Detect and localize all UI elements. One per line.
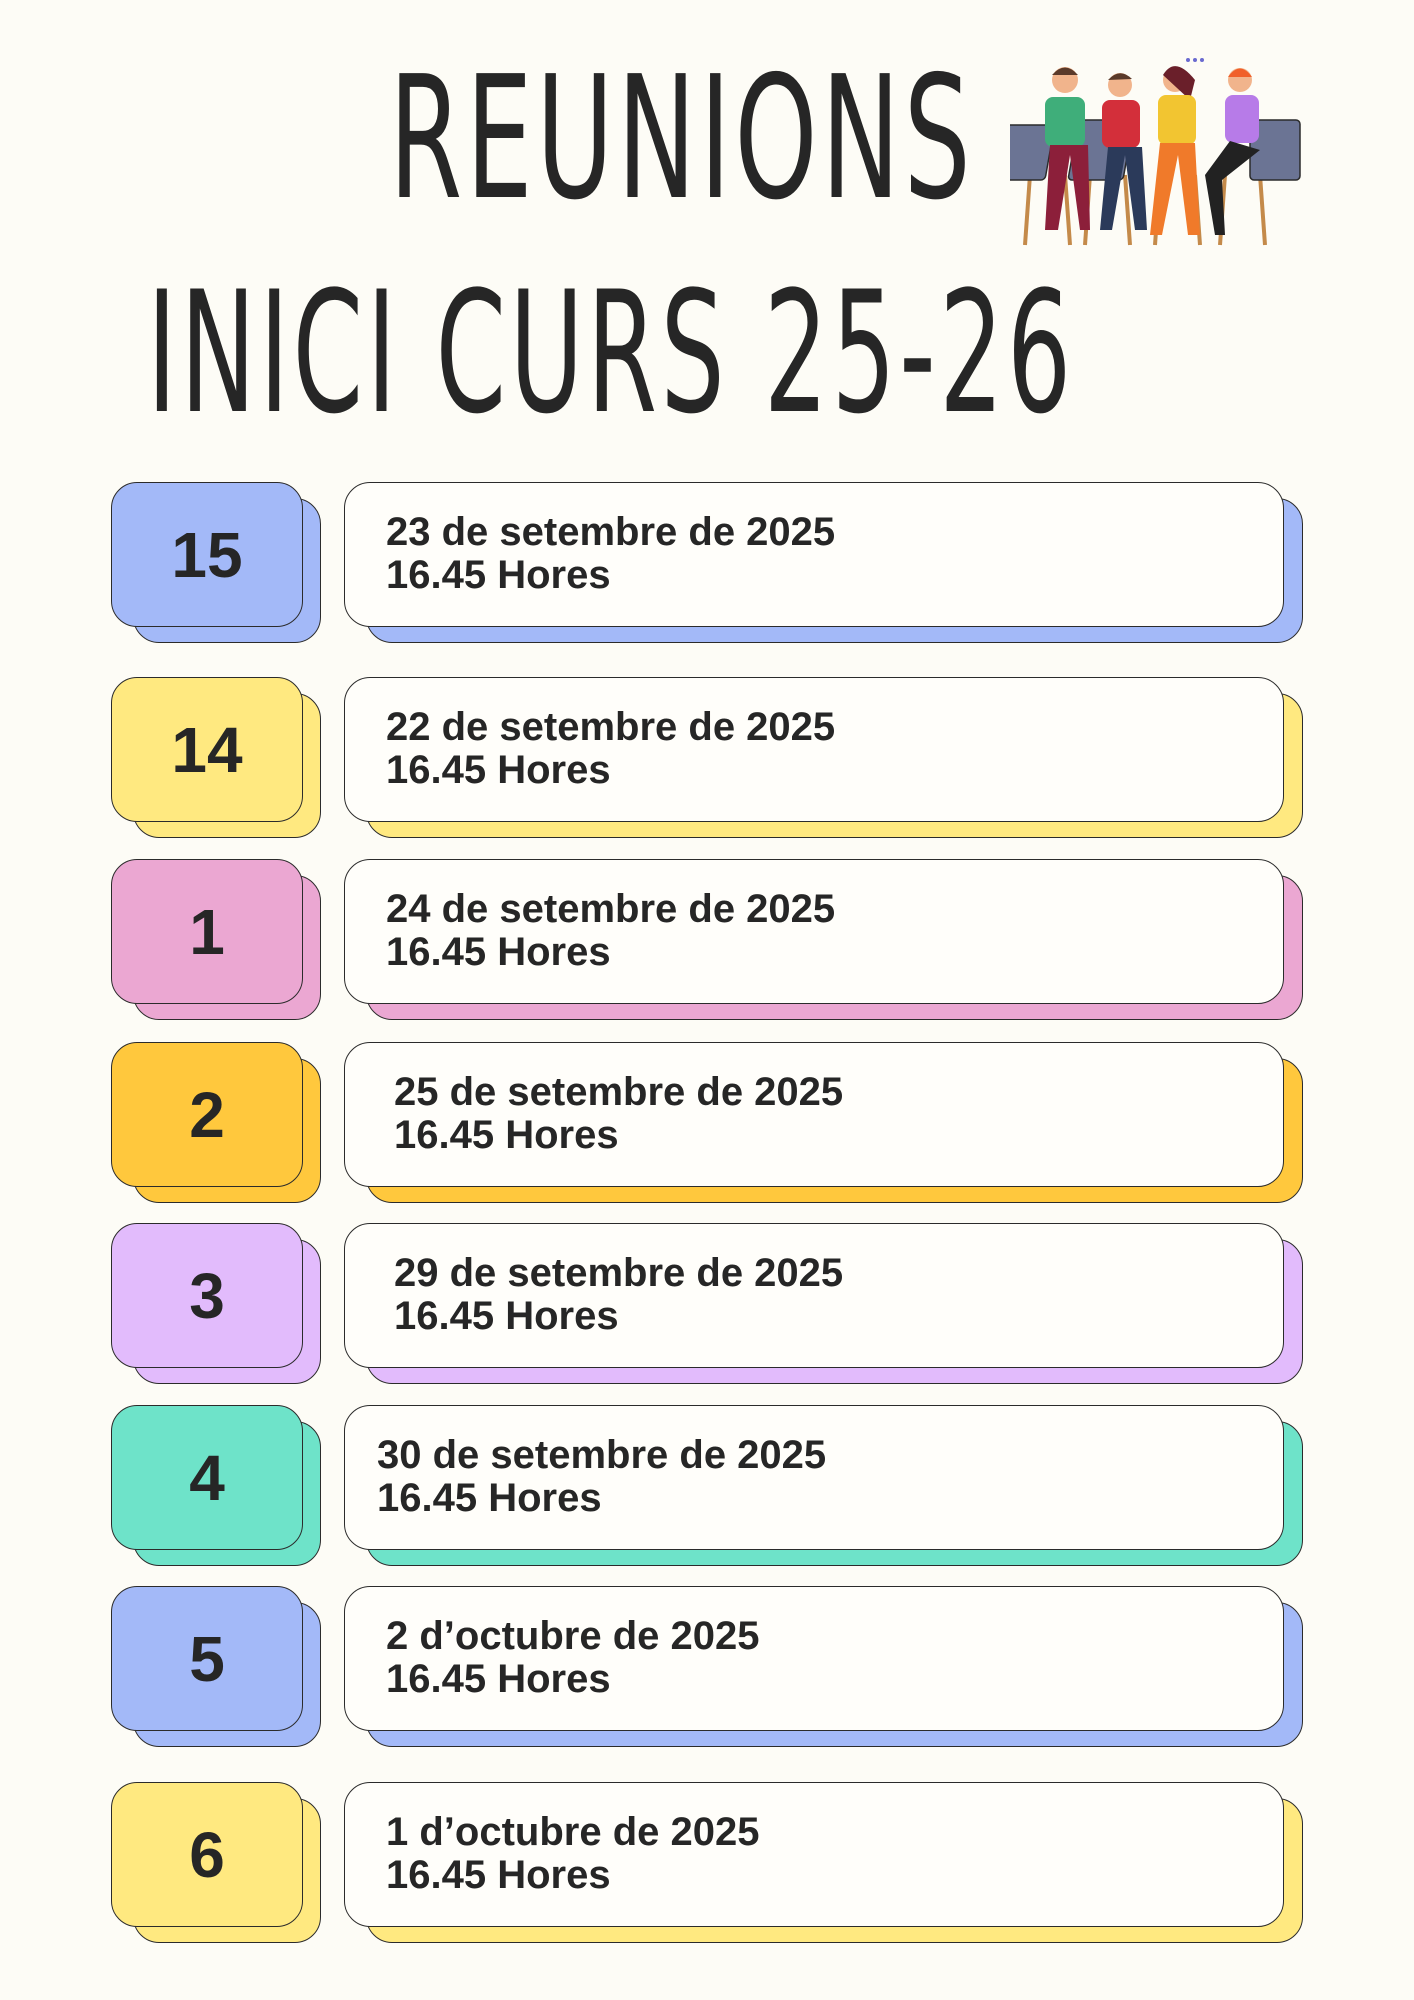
meeting-card [344,482,1284,627]
group-badge: 5 [111,1586,303,1731]
meeting-card [344,1042,1284,1187]
meeting-date: 2 d’octubre de 2025 [386,1614,760,1658]
meeting-time: 16.45 Hores [386,1657,611,1701]
meeting-row: 15 23 de setembre de 2025 16.45 Hores [0,482,1414,647]
meeting-time: 16.45 Hores [386,930,611,974]
meeting-date: 29 de setembre de 2025 [394,1251,844,1295]
meeting-date: 25 de setembre de 2025 [394,1070,844,1114]
title-line-2: INICI CURS 25-26 [147,255,1075,451]
meeting-time: 16.45 Hores [377,1476,602,1520]
meeting-row: 1 24 de setembre de 2025 16.45 Hores [0,859,1414,1024]
meeting-date: 22 de setembre de 2025 [386,705,836,749]
meeting-date: 23 de setembre de 2025 [386,510,836,554]
meeting-card [344,859,1284,1004]
meeting-card [344,1586,1284,1731]
meeting-row: 5 2 d’octubre de 2025 16.45 Hores [0,1586,1414,1751]
meeting-card [344,1405,1284,1550]
meeting-row: 3 29 de setembre de 2025 16.45 Hores [0,1223,1414,1388]
meeting-date: 30 de setembre de 2025 [377,1433,827,1477]
meeting-time: 16.45 Hores [386,1853,611,1897]
meeting-row: 2 25 de setembre de 2025 16.45 Hores [0,1042,1414,1207]
meeting-card [344,677,1284,822]
meeting-row: 14 22 de setembre de 2025 16.45 Hores [0,677,1414,842]
meeting-date: 1 d’octubre de 2025 [386,1810,760,1854]
group-badge: 3 [111,1223,303,1368]
title-line-1: REUNIONS [389,40,975,238]
meeting-row: 4 30 de setembre de 2025 16.45 Hores [0,1405,1414,1570]
meeting-time: 16.45 Hores [386,748,611,792]
meeting-time: 16.45 Hores [394,1294,619,1338]
meeting-date: 24 de setembre de 2025 [386,887,836,931]
group-badge: 1 [111,859,303,1004]
meeting-time: 16.45 Hores [394,1113,619,1157]
group-badge: 14 [111,677,303,822]
meeting-card [344,1782,1284,1927]
group-badge: 6 [111,1782,303,1927]
meeting-row: 6 1 d’octubre de 2025 16.45 Hores [0,1782,1414,1947]
group-badge: 4 [111,1405,303,1550]
group-badge: 15 [111,482,303,627]
meeting-people-illustration-icon [1010,58,1301,246]
meeting-card [344,1223,1284,1368]
group-badge: 2 [111,1042,303,1187]
meeting-time: 16.45 Hores [386,553,611,597]
